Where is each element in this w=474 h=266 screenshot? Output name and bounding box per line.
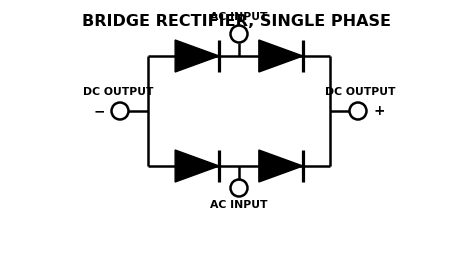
- Text: AC INPUT: AC INPUT: [210, 200, 268, 210]
- Text: BRIDGE RECTIFIER, SINGLE PHASE: BRIDGE RECTIFIER, SINGLE PHASE: [82, 14, 392, 29]
- Polygon shape: [259, 40, 303, 72]
- Text: −: −: [93, 104, 104, 118]
- Text: +: +: [374, 104, 385, 118]
- Polygon shape: [175, 150, 219, 182]
- Polygon shape: [259, 150, 303, 182]
- Text: AC INPUT: AC INPUT: [210, 13, 268, 23]
- Polygon shape: [175, 40, 219, 72]
- Text: DC OUTPUT: DC OUTPUT: [83, 87, 153, 97]
- Text: DC OUTPUT: DC OUTPUT: [325, 87, 395, 97]
